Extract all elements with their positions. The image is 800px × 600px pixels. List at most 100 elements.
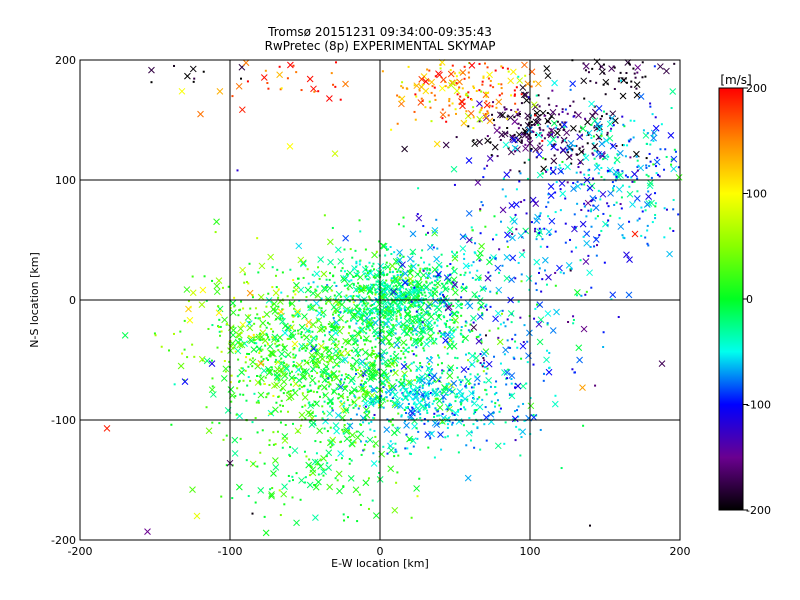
data-point-dot — [349, 295, 352, 298]
data-point-cross — [382, 300, 389, 307]
data-point-cross — [279, 384, 287, 392]
data-point-dot — [291, 296, 294, 299]
data-point-dot — [432, 400, 435, 403]
data-point-dot — [183, 319, 186, 322]
data-point-dot — [441, 108, 444, 111]
data-point-dot — [532, 363, 535, 366]
data-point-cross — [633, 195, 641, 202]
data-point-dot — [541, 139, 544, 142]
data-point-dot — [421, 293, 424, 296]
data-point-cross — [535, 131, 543, 139]
data-point-cross — [580, 325, 588, 333]
data-point-dot — [529, 114, 532, 117]
data-point-dot — [534, 307, 537, 310]
data-point-dot — [463, 235, 466, 238]
data-point-dot — [325, 373, 328, 376]
data-point-cross — [307, 410, 315, 418]
data-point-dot — [385, 306, 388, 309]
data-point-dot — [308, 458, 311, 461]
data-point-dot — [403, 360, 406, 363]
data-point-dot — [485, 303, 488, 306]
data-point-cross — [340, 407, 347, 414]
data-point-dot — [501, 264, 504, 267]
data-point-cross — [579, 384, 586, 391]
data-point-dot — [419, 287, 422, 290]
data-point-dot — [255, 401, 258, 404]
data-point-dot — [450, 312, 453, 315]
data-point-dot — [339, 311, 342, 314]
data-point-cross — [645, 193, 652, 200]
data-point-cross — [294, 427, 302, 435]
data-point-dot — [542, 372, 545, 375]
data-point-cross — [324, 295, 332, 303]
data-point-dot — [619, 203, 622, 206]
data-point-dot — [526, 177, 529, 180]
data-point-dot — [665, 208, 668, 211]
data-point-dot — [648, 152, 651, 155]
data-point-dot — [337, 397, 340, 400]
data-point-cross — [459, 69, 467, 76]
data-point-cross — [476, 138, 483, 146]
data-point-dot — [231, 95, 234, 98]
data-point-dot — [441, 372, 444, 375]
data-point-cross — [617, 223, 625, 230]
data-point-dot — [381, 325, 384, 328]
data-point-dot — [625, 72, 628, 75]
data-point-dot — [314, 400, 317, 403]
data-point-cross — [334, 354, 342, 361]
data-point-dot — [578, 147, 581, 150]
data-point-dot — [593, 126, 596, 129]
data-point-cross — [216, 87, 224, 95]
data-point-dot — [615, 145, 618, 148]
data-point-dot — [317, 380, 320, 383]
data-point-dot — [416, 314, 419, 317]
data-point-dot — [512, 356, 515, 359]
data-point-dot — [287, 390, 290, 393]
data-point-dot — [441, 117, 444, 120]
data-point-dot — [405, 433, 408, 436]
data-point-cross — [633, 91, 641, 99]
data-point-cross — [388, 262, 396, 270]
data-point-dot — [526, 361, 529, 364]
data-point-dot — [219, 325, 222, 328]
data-point-dot — [438, 380, 441, 383]
data-point-dot — [340, 378, 343, 381]
data-point-dot — [489, 305, 492, 308]
data-point-cross — [464, 474, 472, 482]
data-point-dot — [346, 409, 349, 412]
data-point-dot — [613, 162, 616, 165]
data-point-cross — [326, 95, 333, 102]
data-point-dot — [221, 286, 224, 289]
data-point-dot — [368, 261, 371, 264]
data-point-dot — [239, 393, 242, 396]
data-point-cross — [426, 244, 434, 251]
data-point-dot — [501, 66, 504, 69]
data-point-dot — [387, 381, 390, 384]
data-point-dot — [359, 503, 362, 506]
data-point-dot — [224, 370, 227, 373]
data-point-dot — [365, 440, 368, 443]
data-point-dot — [572, 322, 575, 325]
data-point-dot — [410, 417, 413, 420]
data-point-dot — [520, 280, 523, 283]
data-point-dot — [348, 462, 351, 465]
data-point-dot — [421, 336, 424, 339]
data-point-dot — [367, 295, 370, 298]
data-point-dot — [442, 293, 445, 296]
data-point-dot — [606, 169, 609, 172]
data-point-dot — [312, 390, 315, 393]
data-point-dot — [217, 305, 220, 308]
data-point-dot — [327, 381, 330, 384]
data-point-dot — [300, 333, 303, 336]
data-point-dot — [399, 287, 402, 290]
data-point-dot — [247, 282, 250, 285]
data-point-dot — [523, 161, 526, 164]
data-point-dot — [342, 432, 345, 435]
data-point-dot — [397, 346, 400, 349]
data-point-cross — [465, 210, 473, 217]
data-point-dot — [337, 351, 340, 354]
data-point-dot — [314, 414, 317, 417]
data-point-dot — [472, 106, 475, 109]
data-point-dot — [578, 130, 581, 133]
data-point-dot — [538, 267, 541, 270]
